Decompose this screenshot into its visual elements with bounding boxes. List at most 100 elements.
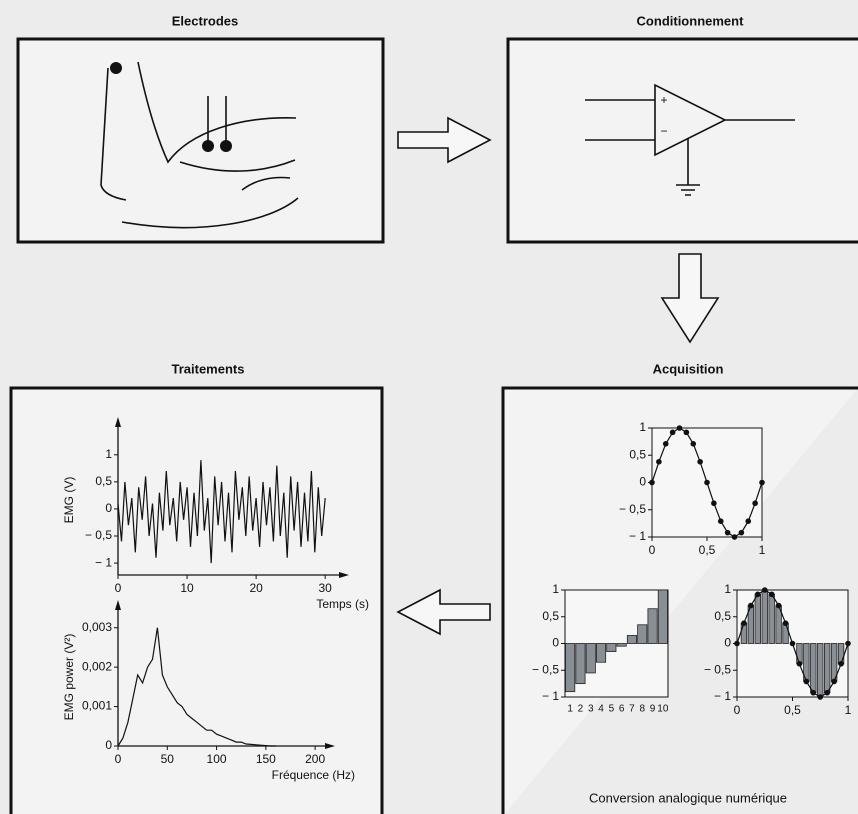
x-tick-label: 30	[319, 581, 333, 595]
x-tick-label: 1	[845, 703, 852, 717]
panel-title: Traitements	[172, 361, 245, 376]
op-amp-wires	[585, 99, 795, 196]
bar	[585, 643, 596, 674]
bar	[616, 643, 627, 647]
data-point	[683, 429, 690, 436]
electrode	[110, 62, 122, 74]
data-point	[759, 479, 765, 486]
data-point	[752, 500, 758, 507]
x-tick-label: 200	[305, 752, 325, 766]
data-point	[803, 678, 810, 685]
arm-sketch	[100, 61, 299, 229]
data-point	[824, 689, 830, 696]
x-tick-label: 1	[567, 704, 573, 715]
op-amp-triangle	[654, 83, 727, 157]
x-tick-label: 20	[249, 581, 263, 595]
data-point	[748, 602, 754, 609]
data-point	[755, 591, 761, 598]
y-tick-label: 0	[105, 501, 112, 515]
bar	[782, 622, 789, 644]
x-tick-label: 9	[650, 704, 656, 715]
x-tick-label: 1	[759, 543, 766, 557]
x-tick-label: 50	[161, 752, 175, 766]
data-point	[690, 441, 697, 447]
y-axis-label: EMG power (V²)	[62, 634, 76, 721]
bar	[754, 593, 761, 644]
data-point	[831, 678, 837, 685]
data-point	[711, 500, 717, 507]
y-tick-label: − 0,5	[619, 502, 646, 516]
x-axis-label: Fréquence (Hz)	[272, 768, 355, 782]
x-tick-label: 0	[115, 752, 122, 766]
bar	[575, 643, 586, 685]
x-tick-label: 0	[734, 703, 741, 717]
arm-line	[137, 61, 297, 164]
data-point	[676, 425, 683, 431]
data-point	[768, 591, 775, 598]
y-tick-label: − 1	[95, 555, 112, 569]
y-tick-label: 0,001	[82, 699, 112, 713]
axis-arrow	[115, 600, 121, 610]
y-tick-label: 0,5	[714, 609, 731, 623]
data-point	[761, 587, 768, 593]
data-point	[817, 694, 824, 700]
y-tick-label: − 0,5	[85, 528, 112, 542]
axis-arrow	[115, 417, 121, 427]
bar	[647, 608, 658, 644]
arm-line	[179, 159, 296, 172]
electrodes-box	[16, 37, 385, 244]
x-tick-label: 10	[657, 704, 669, 715]
data-point	[741, 620, 747, 626]
bar	[637, 624, 648, 644]
data-point	[838, 661, 844, 667]
bar	[810, 643, 817, 694]
x-tick-label: 100	[207, 752, 227, 766]
bar	[837, 643, 845, 665]
data-point	[845, 640, 851, 647]
bar	[565, 643, 576, 693]
data-point	[724, 529, 731, 536]
y-tick-label: 0,5	[95, 474, 112, 488]
y-tick-label: 1	[724, 582, 731, 596]
arm-line	[100, 67, 127, 201]
caption: Conversion analogique numérique	[589, 790, 787, 805]
x-tick-label: 7	[629, 704, 635, 715]
data-point	[649, 479, 655, 486]
x-tick-label: 0,5	[699, 543, 716, 557]
bar	[606, 643, 617, 652]
arrow-down	[660, 253, 720, 344]
y-tick-label: 1	[639, 420, 646, 434]
axis-arrow	[325, 743, 335, 749]
bar	[761, 589, 768, 644]
y-tick-label: − 1	[542, 689, 559, 703]
bar	[796, 643, 803, 665]
y-tick-label: 0,003	[82, 620, 112, 634]
y-tick-label: 1	[552, 582, 559, 596]
y-tick-label: 0,002	[82, 659, 112, 673]
panel-title: Acquisition	[653, 361, 724, 376]
x-tick-label: 8	[639, 704, 645, 715]
bar	[740, 622, 748, 644]
bar	[657, 589, 668, 644]
y-tick-label: − 0,5	[532, 662, 559, 676]
y-axis-label: EMG (V)	[62, 477, 76, 524]
y-tick-label: − 0,5	[704, 662, 731, 676]
plus-sign: +	[660, 93, 667, 107]
panel-title: Conditionnement	[637, 13, 745, 28]
y-tick-label: 0,5	[542, 609, 559, 623]
bar	[817, 643, 824, 698]
traitements-box	[9, 386, 384, 814]
data-point	[704, 479, 710, 486]
data-point	[810, 689, 817, 696]
data-point	[745, 518, 752, 524]
y-tick-label: − 1	[629, 529, 646, 543]
y-tick-label: − 1	[714, 689, 731, 703]
minus-sign: −	[660, 124, 667, 138]
x-axis-label: Temps (s)	[316, 597, 369, 611]
data-line	[117, 460, 326, 564]
x-tick-label: 4	[598, 704, 604, 715]
x-tick-label: 2	[578, 704, 584, 715]
data-line	[117, 627, 276, 747]
